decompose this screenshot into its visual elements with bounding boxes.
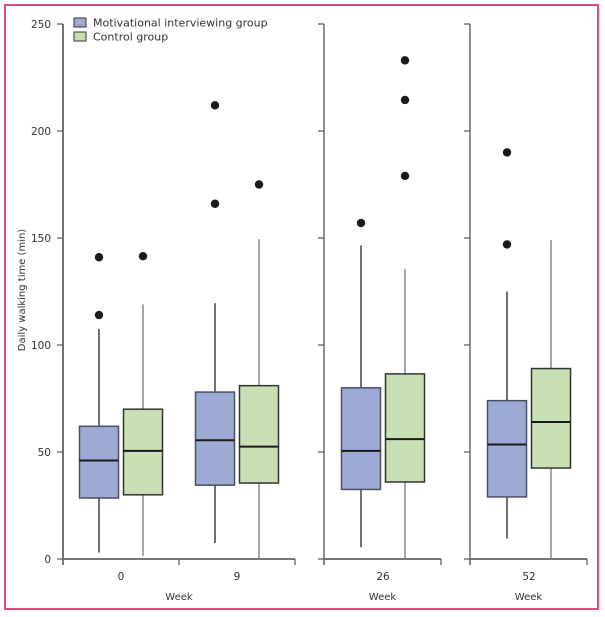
mi-box (78, 425, 120, 499)
x-tick-label: 26 (376, 571, 390, 583)
control-box (530, 367, 572, 469)
week-group-0 (78, 251, 164, 556)
x-tick-label: 0 (118, 571, 125, 583)
y-tick-label: 150 (31, 233, 51, 245)
y-tick-label: 100 (31, 340, 51, 352)
mi-outlier-point (94, 310, 104, 320)
mi-outlier-point (502, 240, 512, 249)
week-group-26 (340, 56, 426, 559)
mi-outlier-point (210, 101, 220, 110)
legend-label-control: Control group (93, 31, 168, 44)
mi-outlier-point (356, 218, 366, 228)
control-box (384, 373, 426, 483)
week-group-9 (194, 101, 280, 559)
mi-box (194, 391, 236, 486)
x-axis-title: Week (165, 592, 193, 603)
control-outlier-point (138, 251, 148, 261)
mi-box (486, 399, 528, 498)
panel-3: 52 Week (464, 23, 588, 603)
control-outlier-point (400, 171, 410, 181)
legend-label-mi: Motivational interviewing group (93, 17, 268, 30)
legend-swatch-control (73, 31, 87, 42)
y-tick-label: 250 (31, 19, 51, 31)
x-tick-label: 9 (234, 571, 241, 583)
control-outlier-point (254, 180, 264, 189)
x-tick-label: 52 (522, 571, 535, 583)
boxes (78, 56, 572, 559)
mi-outlier-point (94, 253, 104, 262)
legend: Motivational interviewing group Control … (73, 17, 268, 44)
panel-1: 0 9 Week (57, 23, 296, 603)
panels: 0 9 Week 26 Week 52 Week (57, 23, 588, 603)
control-box (122, 408, 164, 496)
mi-outlier-point (210, 199, 220, 208)
control-outlier-point (400, 95, 410, 105)
x-axis-title: Week (369, 592, 397, 603)
legend-swatch-mi (73, 17, 87, 28)
figure-frame (4, 4, 599, 610)
y-tick-label: 0 (44, 554, 51, 566)
y-axis: 0 50 100 150 200 250 (31, 19, 51, 566)
control-outlier-point (400, 56, 410, 65)
x-axis-title: Week (515, 592, 543, 603)
y-axis-title: Daily walking time (min) (17, 229, 28, 352)
week-group-52 (486, 148, 572, 559)
mi-outlier-point (502, 148, 512, 157)
mi-box (340, 387, 382, 491)
control-box (238, 384, 280, 484)
y-tick-label: 50 (38, 447, 51, 459)
panel-2: 26 Week (318, 23, 442, 603)
y-tick-label: 200 (31, 126, 51, 138)
